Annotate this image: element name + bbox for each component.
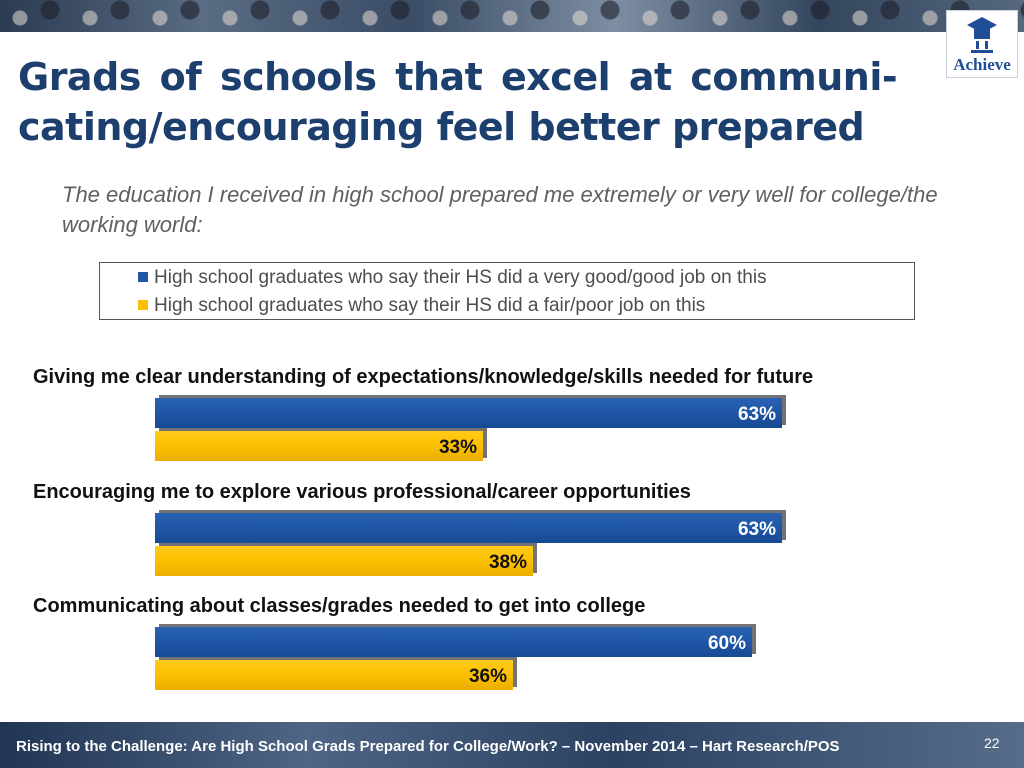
title-line-2: cating/encouraging feel better prepared [18,105,865,149]
title-line-1: Grads of schools that excel at communi- [18,55,898,99]
category-label-expectations: Giving me clear understanding of expecta… [33,366,814,388]
bar-chart: Giving me clear understanding of expecta… [33,366,814,690]
bar-value-label: 60% [707,633,746,654]
category-label-college-grades: Communicating about classes/grades neede… [33,595,646,617]
logo-text: Achieve [953,55,1011,74]
bar-value-label: 38% [488,552,527,573]
footer-source: Rising to the Challenge: Are High School… [16,738,840,755]
bar-value-label: 33% [438,437,477,458]
legend-swatch-blue [138,272,148,282]
bar-college-grades-good: 60% [155,627,752,657]
page-number: 22 [984,735,1000,751]
bar-college-grades-poor: 36% [155,660,513,690]
logo-cap-icon [967,17,997,53]
bar-explore-careers-poor: 38% [155,546,533,576]
legend-swatch-yellow [138,300,148,310]
header-photo-banner [0,0,1024,32]
footer-bar: Rising to the Challenge: Are High School… [0,722,1024,768]
bar-value-label: 63% [737,519,776,540]
legend-label-good: High school graduates who say their HS d… [154,267,767,288]
bar-value-label: 63% [737,404,776,425]
achieve-logo: Achieve [946,10,1018,78]
bar-explore-careers-good: 63% [155,513,782,543]
page-title: Grads of schools that excel at communi- … [18,52,938,152]
legend-item-good: High school graduates who say their HS d… [138,267,767,289]
bar-expectations-good: 63% [155,398,782,428]
category-label-explore-careers: Encouraging me to explore various profes… [33,481,691,503]
legend-label-poor: High school graduates who say their HS d… [154,295,706,316]
bar-expectations-poor: 33% [155,431,483,461]
bar-value-label: 36% [468,666,507,687]
legend-item-poor: High school graduates who say their HS d… [138,295,705,317]
chart-subtitle: The education I received in high school … [62,182,938,237]
chart-legend: High school graduates who say their HS d… [99,262,915,320]
